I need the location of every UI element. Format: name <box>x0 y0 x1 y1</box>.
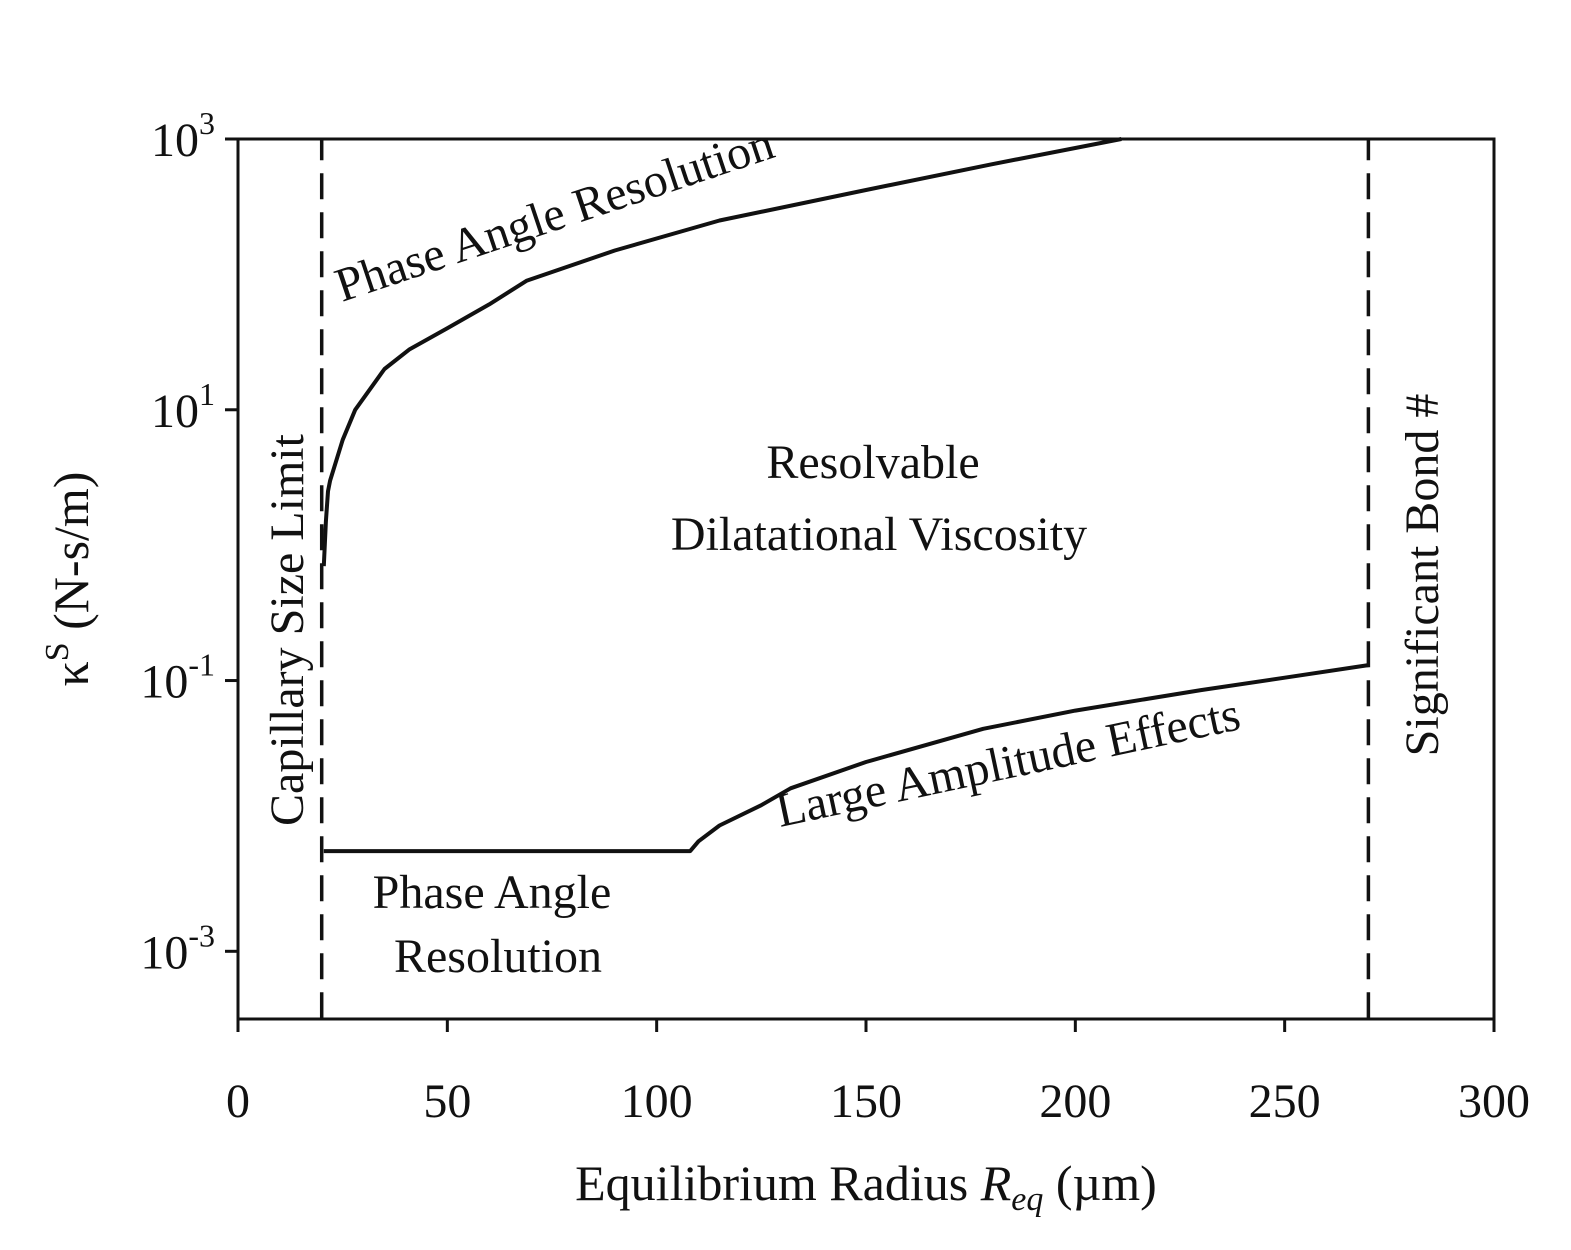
y-tick-base: 10 <box>140 656 188 709</box>
annotation-significant-bond: Significant Bond # <box>1396 394 1449 757</box>
y-tick-exponent: 3 <box>199 105 215 141</box>
x-tick-label: 0 <box>226 1075 250 1128</box>
annotation-resolution-bottom: Resolution <box>394 930 602 983</box>
y-tick-exponent: -1 <box>188 647 215 683</box>
boundary-curve <box>323 663 1369 854</box>
annotation-large-amplitude: Large Amplitude Effects <box>771 688 1244 838</box>
y-tick-label: 10-1 <box>140 647 215 709</box>
annotation-resolvable: Resolvable <box>766 436 979 489</box>
x-tick-label: 100 <box>621 1075 693 1128</box>
y-tick-exponent: 1 <box>199 376 215 412</box>
y-tick-label: 103 <box>151 105 215 167</box>
x-axis-ticks: 0 50 100 150 200 250 300 <box>226 1019 1530 1128</box>
series-group <box>319 137 1371 1019</box>
x-tick-label: 250 <box>1249 1075 1321 1128</box>
y-tick-exponent: -3 <box>188 917 215 953</box>
y-tick-base: 10 <box>151 385 199 438</box>
x-tick-label: 50 <box>423 1075 471 1128</box>
x-tick-label: 200 <box>1039 1075 1111 1128</box>
y-tick-base: 10 <box>140 926 188 979</box>
annotation-dilatational-viscosity: Dilatational Viscosity <box>671 508 1087 561</box>
y-axis-label: κS (N-s/m) <box>39 472 99 687</box>
annotation-phase-angle-bottom: Phase Angle <box>373 866 612 919</box>
x-tick-label: 150 <box>830 1075 902 1128</box>
annotation-phase-angle-top: Phase Angle Resolution <box>329 117 781 313</box>
y-tick-label: 10-3 <box>140 917 215 979</box>
boundary-curve <box>321 137 1122 567</box>
y-tick-label: 101 <box>151 376 215 438</box>
y-tick-base: 10 <box>151 114 199 167</box>
x-axis-label: Equilibrium Radius Req (µm) <box>575 1155 1157 1218</box>
annotation-capillary-size-limit: Capillary Size Limit <box>261 433 314 826</box>
x-tick-label: 300 <box>1458 1075 1530 1128</box>
